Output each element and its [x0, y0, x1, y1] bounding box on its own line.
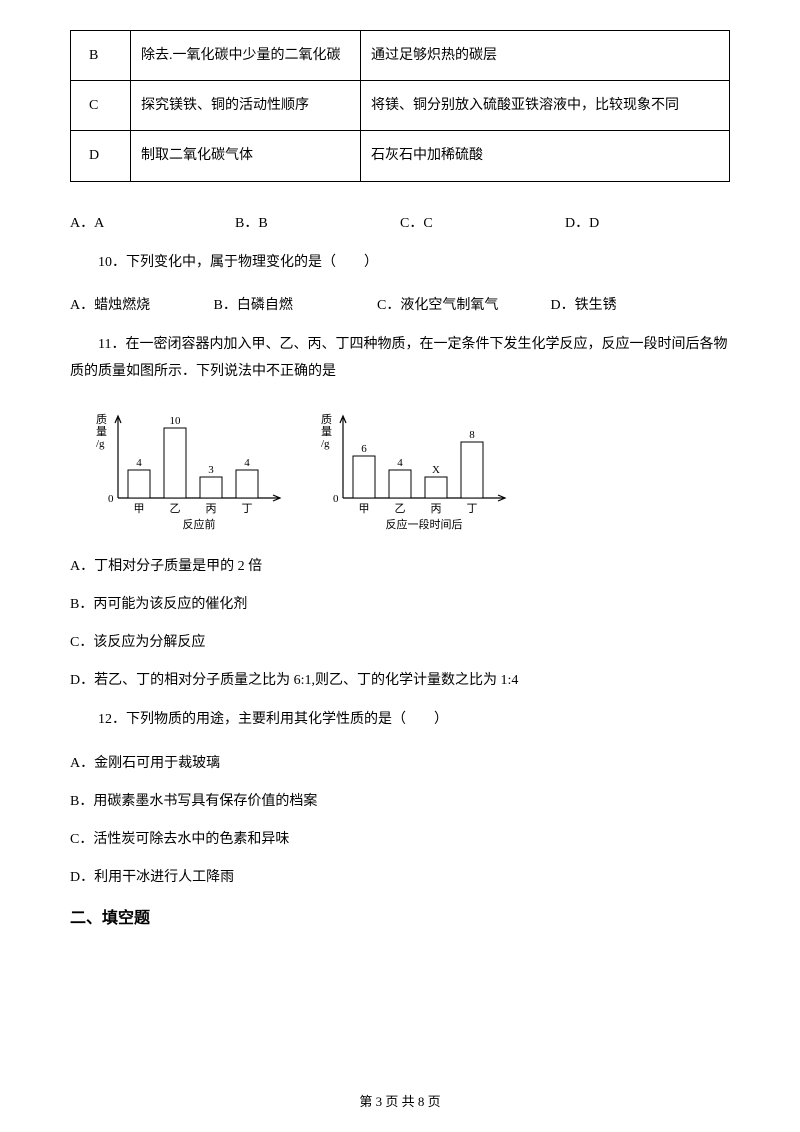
svg-text:4: 4 — [136, 457, 142, 469]
q11-stem: 11．在一密闭容器内加入甲、乙、丙、丁四种物质，在一定条件下发生化学反应，反应一… — [70, 332, 730, 385]
q10-options: A．蜡烛燃烧 B．白磷自燃 C．液化空气制氧气 D．铁生锈 — [70, 294, 730, 314]
option-a: A．A — [70, 212, 235, 232]
q10-stem: 10．下列变化中，属于物理变化的是（ ） — [70, 250, 730, 277]
option-c: C．该反应为分解反应 — [70, 631, 730, 651]
option-b: B．丙可能为该反应的催化剂 — [70, 593, 730, 613]
methods-table: B 除去.一氧化碳中少量的二氧化碳 通过足够炽热的碳层 C 探究镁铁、铜的活动性… — [70, 30, 730, 182]
section-2-title: 二、填空题 — [70, 904, 730, 928]
svg-text:甲: 甲 — [359, 503, 370, 515]
table-row: C 探究镁铁、铜的活动性顺序 将镁、铜分别放入硫酸亚铁溶液中，比较现象不同 — [71, 81, 730, 131]
option-c: C．活性炭可除去水中的色素和异味 — [70, 828, 730, 848]
bar-charts-svg: 质量/g04甲10乙3丙4丁反应前质量/g06甲4乙X丙8丁反应一段时间后 — [90, 403, 530, 533]
option-c: C．液化空气制氧气 — [377, 294, 547, 314]
option-a: A．丁相对分子质量是甲的 2 倍 — [70, 555, 730, 575]
svg-text:乙: 乙 — [170, 502, 181, 515]
row-purpose: 探究镁铁、铜的活动性顺序 — [131, 81, 361, 131]
svg-text:量: 量 — [321, 425, 332, 438]
svg-text:/g: /g — [96, 438, 105, 450]
svg-text:丁: 丁 — [242, 503, 253, 515]
option-a: A．金刚石可用于裁玻璃 — [70, 752, 730, 772]
svg-text:10: 10 — [170, 415, 182, 427]
svg-text:0: 0 — [333, 493, 339, 505]
row-label: B — [71, 31, 131, 81]
svg-text:丙: 丙 — [206, 503, 217, 515]
svg-text:质: 质 — [321, 413, 332, 426]
option-b: B．B — [235, 212, 400, 232]
q12-options: A．金刚石可用于裁玻璃 B．用碳素墨水书写具有保存价值的档案 C．活性炭可除去水… — [70, 752, 730, 886]
q12-stem: 12．下列物质的用途，主要利用其化学性质的是（ ） — [70, 707, 730, 734]
table-row: D 制取二氧化碳气体 石灰石中加稀硫酸 — [71, 131, 730, 181]
option-d: D．利用干冰进行人工降雨 — [70, 866, 730, 886]
svg-text:甲: 甲 — [134, 503, 145, 515]
svg-text:反应前: 反应前 — [183, 517, 216, 531]
svg-text:量: 量 — [96, 425, 107, 438]
svg-text:/g: /g — [321, 438, 330, 450]
row-method: 石灰石中加稀硫酸 — [361, 131, 730, 181]
option-a: A．蜡烛燃烧 — [70, 294, 210, 314]
option-b: B．用碳素墨水书写具有保存价值的档案 — [70, 790, 730, 810]
option-d: D．铁生锈 — [551, 294, 617, 314]
row-method: 通过足够炽热的碳层 — [361, 31, 730, 81]
svg-text:丙: 丙 — [431, 503, 442, 515]
svg-text:4: 4 — [397, 457, 403, 469]
row-method: 将镁、铜分别放入硫酸亚铁溶液中，比较现象不同 — [361, 81, 730, 131]
svg-text:6: 6 — [361, 443, 367, 455]
q11-charts: 质量/g04甲10乙3丙4丁反应前质量/g06甲4乙X丙8丁反应一段时间后 — [90, 403, 730, 533]
row-label: D — [71, 131, 131, 181]
svg-text:0: 0 — [108, 493, 114, 505]
page-footer: 第 3 页 共 8 页 — [0, 1091, 800, 1110]
svg-text:4: 4 — [244, 457, 250, 469]
svg-text:3: 3 — [208, 464, 214, 476]
svg-text:丁: 丁 — [467, 503, 478, 515]
q9-options: A．A B．B C．C D．D — [70, 212, 730, 232]
svg-text:质: 质 — [96, 413, 107, 426]
svg-text:反应一段时间后: 反应一段时间后 — [386, 517, 463, 531]
q11-options: A．丁相对分子质量是甲的 2 倍 B．丙可能为该反应的催化剂 C．该反应为分解反… — [70, 555, 730, 689]
option-b: B．白磷自燃 — [214, 294, 374, 314]
option-d: D．D — [565, 212, 730, 232]
option-d: D．若乙、丁的相对分子质量之比为 6:1,则乙、丁的化学计量数之比为 1:4 — [70, 669, 730, 689]
svg-text:X: X — [432, 464, 440, 476]
svg-text:8: 8 — [469, 429, 475, 441]
table-row: B 除去.一氧化碳中少量的二氧化碳 通过足够炽热的碳层 — [71, 31, 730, 81]
row-label: C — [71, 81, 131, 131]
row-purpose: 制取二氧化碳气体 — [131, 131, 361, 181]
svg-text:乙: 乙 — [395, 502, 406, 515]
row-purpose: 除去.一氧化碳中少量的二氧化碳 — [131, 31, 361, 81]
option-c: C．C — [400, 212, 565, 232]
